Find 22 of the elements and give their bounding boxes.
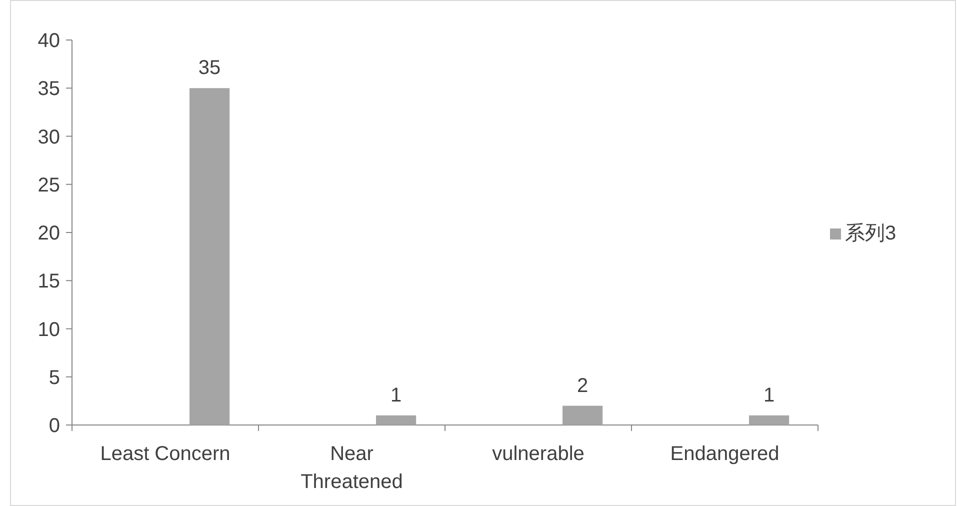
y-tick-label: 0 bbox=[48, 415, 60, 437]
bar bbox=[562, 406, 603, 425]
y-tick-label: 40 bbox=[38, 30, 60, 52]
data-label: 2 bbox=[576, 374, 588, 397]
bar bbox=[189, 88, 230, 425]
x-tick-label: Endangered bbox=[670, 443, 780, 465]
x-tick-label: vulnerable bbox=[492, 443, 584, 465]
legend-label: 系列3 bbox=[845, 222, 896, 244]
x-tick-label: Near Threatened bbox=[300, 443, 403, 493]
y-tick-label: 25 bbox=[38, 174, 60, 196]
bar bbox=[748, 415, 790, 425]
y-tick-label: 15 bbox=[38, 270, 60, 293]
x-tick-label: Least Concern bbox=[100, 443, 230, 465]
y-tick-label: 35 bbox=[38, 78, 60, 100]
y-tick-label: 20 bbox=[38, 222, 60, 244]
data-label: 1 bbox=[390, 384, 402, 406]
bar bbox=[376, 415, 416, 425]
data-label: 35 bbox=[198, 57, 221, 80]
y-tick-label: 10 bbox=[38, 318, 60, 341]
y-tick-label: 5 bbox=[48, 366, 60, 389]
y-tick-label: 30 bbox=[38, 126, 60, 148]
data-label: 1 bbox=[763, 384, 775, 406]
